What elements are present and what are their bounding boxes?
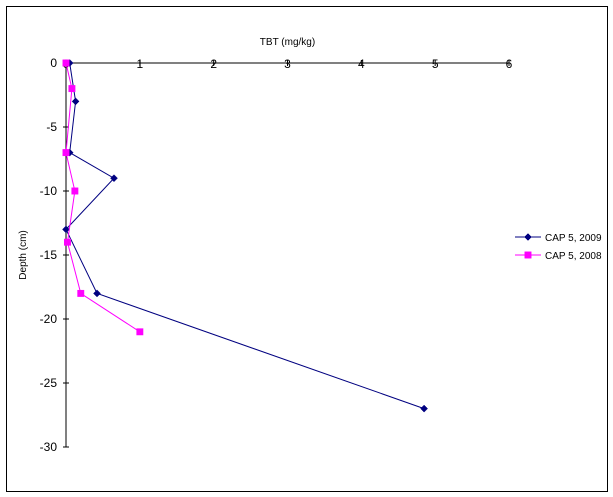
data-point: [71, 187, 79, 195]
y-tick-label: -20: [40, 312, 58, 326]
x-axis-title: TBT (mg/kg): [260, 37, 315, 48]
y-tick-label: -30: [40, 440, 58, 454]
y-tick-label: -5: [46, 120, 57, 134]
legend: CAP 5, 2009 CAP 5, 2008: [515, 233, 602, 262]
y-tick-label: -15: [40, 248, 58, 262]
data-point: [62, 149, 70, 157]
data-point: [77, 289, 85, 297]
legend-marker-1: [524, 233, 532, 241]
data-point: [62, 59, 70, 67]
plot-area: 01234560-5-10-15-20-25-30: [40, 56, 513, 454]
data-point: [420, 404, 428, 413]
data-point: [68, 85, 76, 93]
x-tick-label: 4: [358, 57, 365, 71]
x-tick-label: 3: [284, 57, 291, 71]
legend-label-1: CAP 5, 2009: [545, 233, 602, 244]
data-point: [71, 97, 80, 106]
y-tick-label: -10: [40, 184, 58, 198]
x-tick-label: 1: [136, 57, 143, 71]
data-point: [136, 328, 144, 336]
y-axis-title: Depth (cm): [18, 230, 29, 279]
x-tick-label: 6: [506, 57, 513, 71]
series-line-1: [65, 62, 425, 410]
data-point: [64, 238, 71, 246]
y-tick-label: 0: [50, 56, 57, 70]
data-point: [62, 225, 70, 234]
data-point: [93, 289, 101, 298]
legend-label-2: CAP 5, 2008: [545, 251, 602, 262]
legend-marker-2: [524, 251, 532, 259]
chart-frame: [6, 6, 608, 492]
x-tick-label: 2: [210, 57, 217, 71]
y-tick-label: -25: [40, 376, 58, 390]
data-point: [110, 174, 118, 183]
x-tick-label: 5: [432, 57, 439, 71]
